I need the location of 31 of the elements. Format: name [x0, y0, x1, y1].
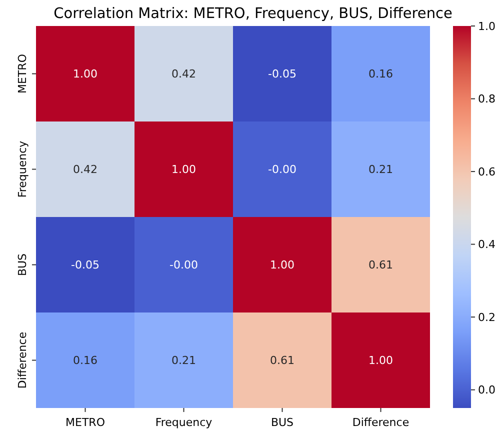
- x-tick-label: BUS: [270, 416, 294, 429]
- chart-title: Correlation Matrix: METRO, Frequency, BUS, Difference: [54, 6, 452, 22]
- data-label: 0.16: [73, 354, 98, 368]
- x-tick-label: Difference: [352, 416, 410, 429]
- color-bar-label: 0.0: [478, 384, 496, 397]
- data-label: 0.21: [172, 354, 196, 368]
- data-label: 0.61: [270, 354, 294, 368]
- color-bar-label: 1.0: [478, 20, 496, 33]
- data-label: -0.00: [268, 163, 296, 176]
- data-label: 0.61: [368, 258, 393, 272]
- y-tick-label: Difference: [16, 332, 29, 389]
- data-label: -0.00: [170, 258, 198, 272]
- data-label: 0.16: [368, 68, 393, 81]
- color-bar-label: 0.4: [478, 238, 496, 252]
- y-tick-label: METRO: [16, 54, 29, 94]
- data-label: 0.42: [172, 68, 196, 81]
- x-tick-label: Frequency: [155, 416, 213, 429]
- y-tick-label: BUS: [16, 253, 29, 276]
- data-label: -0.05: [71, 258, 100, 272]
- color-bar-label: 0.6: [478, 165, 496, 178]
- data-label: 1.00: [73, 68, 98, 81]
- color-bar-label: 0.2: [478, 310, 496, 324]
- x-tick-label: METRO: [66, 416, 106, 429]
- data-label: 1.00: [368, 354, 393, 368]
- data-label: -0.05: [268, 68, 296, 81]
- data-label: 0.21: [368, 163, 393, 176]
- y-tick-label: Frequency: [16, 140, 29, 198]
- color-bar-label: 0.8: [478, 92, 496, 106]
- data-label: 0.42: [73, 163, 98, 176]
- data-label: 1.00: [172, 163, 196, 176]
- data-label: 1.00: [270, 258, 294, 272]
